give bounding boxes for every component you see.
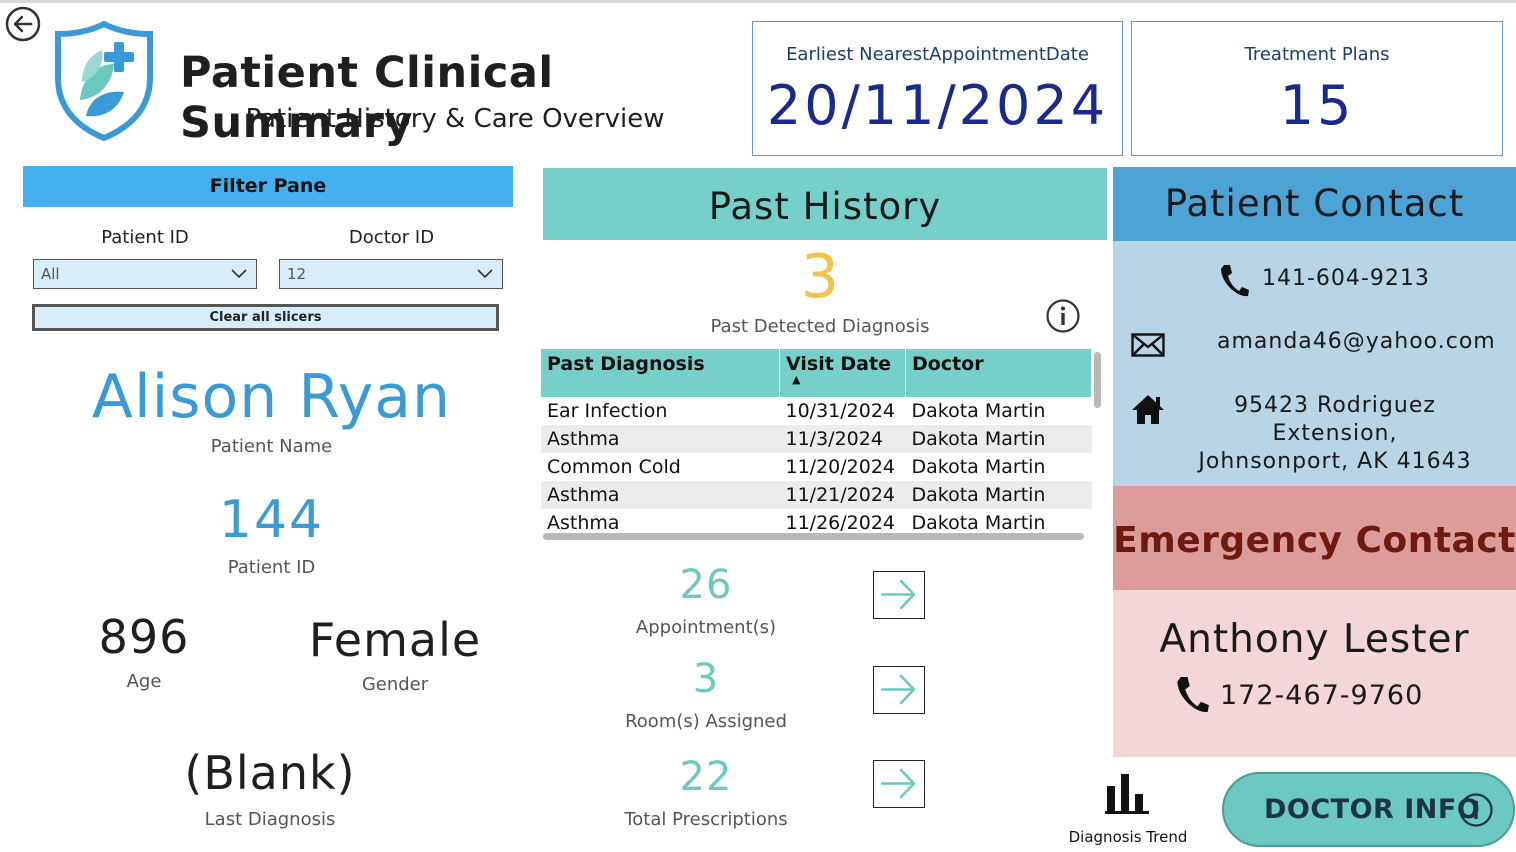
- page-subtitle: Patient History & Care Overview: [245, 104, 665, 134]
- info-icon: [1459, 793, 1493, 827]
- patient-id-dropdown[interactable]: All: [33, 259, 257, 289]
- table-row[interactable]: Asthma 11/26/2024 Dakota Martin: [541, 509, 1092, 537]
- cell-diagnosis: Asthma: [541, 425, 780, 453]
- cell-doctor: Dakota Martin: [905, 481, 1092, 509]
- doctor-info-button[interactable]: DOCTOR INFO: [1222, 772, 1515, 847]
- rooms-count: 3: [692, 656, 720, 702]
- address-line-1: 95423 Rodriguez Extension,: [1234, 393, 1436, 446]
- phone-icon: [1221, 265, 1249, 297]
- column-header-label: Past Diagnosis: [547, 353, 705, 375]
- past-diagnosis-count: 3: [800, 242, 840, 312]
- column-header-label: Doctor: [912, 353, 984, 375]
- top-divider: [0, 0, 1516, 3]
- kpi-nearest-appointment: Earliest NearestAppointmentDate 20/11/20…: [752, 21, 1123, 156]
- patient-contact-header: Patient Contact: [1113, 167, 1516, 241]
- prescriptions-count: 22: [679, 754, 733, 800]
- phone-icon: [1177, 677, 1209, 713]
- clear-all-slicers-button[interactable]: Clear all slicers: [32, 304, 499, 331]
- emergency-contact-panel: [1113, 590, 1516, 757]
- cell-visit-date: 10/31/2024: [785, 400, 896, 422]
- patient-name-label: Patient Name: [210, 436, 333, 457]
- doctor-id-dropdown-value: 12: [287, 265, 307, 283]
- kpi-value: 15: [1279, 74, 1355, 137]
- emergency-contact-header: Emergency Contact: [1113, 486, 1516, 590]
- cell-doctor: Dakota Martin: [911, 456, 1046, 478]
- patient-id-slicer-label: Patient ID: [101, 227, 189, 248]
- patient-address: 95423 Rodriguez Extension, Johnsonport, …: [1175, 392, 1495, 476]
- doctor-info-label: DOCTOR INFO: [1264, 794, 1481, 825]
- prescriptions-label: Total Prescriptions: [624, 809, 788, 830]
- table-row[interactable]: Ear Infection 10/31/2024 Dakota Martin: [541, 397, 1092, 425]
- filter-pane-header: Filter Pane: [23, 166, 513, 207]
- sort-ascending-icon: ▲: [792, 373, 801, 386]
- chevron-down-icon: [477, 269, 493, 279]
- health-shield-logo: [55, 20, 153, 142]
- cell-visit-date: 11/21/2024: [779, 481, 906, 509]
- envelope-icon: [1131, 333, 1165, 357]
- table-header-row: Past Diagnosis Visit Date ▲ Doctor: [541, 349, 1092, 397]
- gender-value: Female: [308, 613, 482, 667]
- past-diagnosis-table[interactable]: Past Diagnosis Visit Date ▲ Doctor Ear In…: [541, 349, 1092, 537]
- cell-diagnosis: Asthma: [541, 481, 780, 509]
- patient-email: amanda46@yahoo.com: [1217, 329, 1496, 354]
- cell-visit-date: 11/20/2024: [785, 456, 896, 478]
- last-diagnosis-value: (Blank): [184, 746, 356, 800]
- arrow-right-icon: [880, 768, 916, 799]
- patient-id-dropdown-value: All: [41, 265, 60, 283]
- cell-doctor: Dakota Martin: [905, 425, 1092, 453]
- arrow-right-icon: [880, 674, 916, 705]
- emergency-contact-name: Anthony Lester: [1159, 617, 1470, 662]
- appointments-navigate-button[interactable]: [873, 571, 925, 619]
- address-line-2: Johnsonport, AK 41643: [1198, 449, 1472, 474]
- table-horizontal-scrollbar[interactable]: [543, 533, 1084, 540]
- table-row[interactable]: Asthma 11/3/2024 Dakota Martin: [541, 425, 1092, 453]
- table-row[interactable]: Asthma 11/21/2024 Dakota Martin: [541, 481, 1092, 509]
- column-header-visit-date[interactable]: Visit Date ▲: [779, 349, 906, 397]
- patient-name-value: Alison Ryan: [91, 362, 452, 432]
- doctor-id-dropdown[interactable]: 12: [279, 259, 503, 289]
- cell-visit-date: 11/26/2024: [785, 512, 896, 534]
- column-header-doctor[interactable]: Doctor: [905, 349, 1092, 397]
- info-icon[interactable]: [1045, 298, 1081, 334]
- home-icon: [1132, 395, 1164, 424]
- diagnosis-trend-label: Diagnosis Trend: [1068, 828, 1188, 846]
- patient-id-label: Patient ID: [227, 557, 316, 578]
- cell-diagnosis: Ear Infection: [547, 400, 668, 422]
- patient-contact-panel: [1113, 241, 1516, 486]
- appointments-count: 26: [679, 562, 733, 608]
- appointments-label: Appointment(s): [635, 617, 777, 638]
- gender-label: Gender: [361, 674, 429, 695]
- cell-doctor: Dakota Martin: [911, 512, 1046, 534]
- age-label: Age: [126, 671, 162, 692]
- cell-diagnosis: Common Cold: [547, 456, 681, 478]
- column-header-label: Visit Date: [786, 353, 891, 375]
- past-history-header: Past History: [543, 168, 1107, 240]
- rooms-navigate-button[interactable]: [873, 666, 925, 714]
- back-arrow-icon[interactable]: [4, 5, 42, 43]
- patient-phone: 141-604-9213: [1262, 266, 1430, 291]
- chevron-down-icon: [231, 269, 247, 279]
- last-diagnosis-label: Last Diagnosis: [204, 809, 336, 830]
- rooms-label: Room(s) Assigned: [625, 711, 787, 732]
- past-diagnosis-count-label: Past Detected Diagnosis: [710, 316, 930, 337]
- bar-chart-icon[interactable]: [1103, 772, 1151, 816]
- doctor-id-slicer-label: Doctor ID: [348, 227, 435, 248]
- kpi-label: Treatment Plans: [1244, 44, 1390, 65]
- arrow-right-icon: [880, 579, 916, 610]
- kpi-label: Earliest NearestAppointmentDate: [786, 44, 1089, 65]
- cell-visit-date: 11/3/2024: [779, 425, 906, 453]
- cell-doctor: Dakota Martin: [911, 400, 1046, 422]
- kpi-treatment-plans: Treatment Plans 15: [1131, 21, 1503, 156]
- emergency-contact-phone: 172-467-9760: [1220, 680, 1424, 711]
- table-vertical-scrollbar[interactable]: [1094, 352, 1101, 408]
- cell-diagnosis: Asthma: [547, 512, 620, 534]
- kpi-value: 20/11/2024: [766, 74, 1109, 137]
- age-value: 896: [98, 610, 190, 664]
- prescriptions-navigate-button[interactable]: [873, 760, 925, 808]
- page-title: Patient Clinical Summary: [180, 48, 554, 148]
- column-header-diagnosis[interactable]: Past Diagnosis: [541, 349, 780, 397]
- table-row[interactable]: Common Cold 11/20/2024 Dakota Martin: [541, 453, 1092, 481]
- patient-id-value: 144: [218, 490, 325, 550]
